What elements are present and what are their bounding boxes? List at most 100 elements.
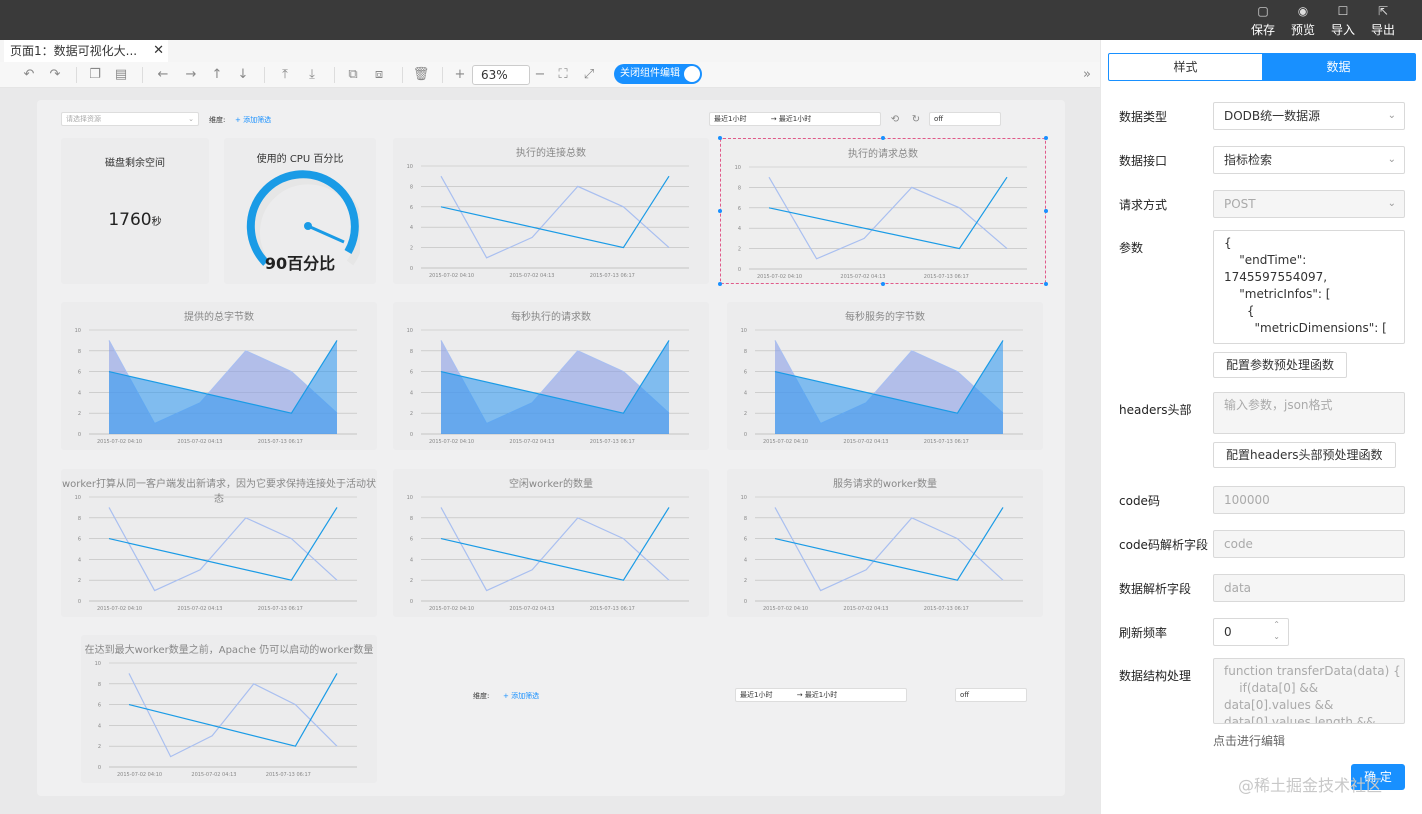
arrow-right-icon[interactable]: → (185, 67, 197, 82)
y-tick-label: 6 (410, 537, 413, 543)
ungroup-icon[interactable]: ⧈ (374, 67, 384, 82)
resize-handle[interactable] (1044, 282, 1048, 286)
save-icon: ▢ (1257, 4, 1269, 18)
preview-button[interactable]: ◉ 预览 (1283, 3, 1323, 39)
params-textarea[interactable]: { "endTime": 1745597554097, "metricInfos… (1213, 230, 1405, 344)
method-select: POST ⌄ (1213, 190, 1405, 218)
resize-handle[interactable] (1044, 136, 1048, 140)
resize-handle[interactable] (881, 282, 885, 286)
params-label: 参数 (1119, 241, 1144, 255)
export-button[interactable]: ⇱ 导出 (1363, 3, 1403, 39)
refresh-icon[interactable]: ⟲ (890, 114, 900, 125)
x-tick-label: 2015-07-13 06:17 (924, 606, 969, 612)
delete-icon[interactable]: 🗑 (412, 67, 430, 82)
chart-card-c3[interactable]: 提供的总字节数 0 2 4 6 8 10 2015-07-02 04:10 2015-07-02… (61, 302, 377, 450)
resize-handle[interactable] (718, 136, 722, 140)
paste-icon[interactable]: ▤ (114, 67, 128, 82)
y-tick-label: 8 (98, 682, 101, 688)
refresh-stepper[interactable]: 0 ⌃ ⌄ (1213, 618, 1289, 646)
y-tick-label: 6 (98, 703, 101, 709)
y-tick-label: 0 (78, 599, 81, 605)
chevron-down-icon: ⌄ (188, 115, 194, 123)
arrow-down-icon[interactable]: ↓ (237, 67, 249, 82)
group-icon[interactable]: ⧉ (348, 67, 358, 82)
refresh-interval-select[interactable]: off (955, 688, 1027, 702)
arrow-left-icon[interactable]: ← (157, 67, 169, 82)
data-type-select[interactable]: DODB统一数据源 ⌄ (1213, 102, 1405, 130)
time-range-picker[interactable]: 最近1小时 → 最近1小时 (735, 688, 907, 702)
api-select[interactable]: 指标检索 ⌄ (1213, 146, 1405, 174)
data-field-input[interactable]: data (1213, 574, 1405, 602)
disk-card[interactable]: 磁盘剩余空间 1760秒 (61, 138, 209, 284)
params-preprocess-button[interactable]: 配置参数预处理函数 (1213, 352, 1348, 378)
component-edit-toggle[interactable]: 关闭组件编辑 (614, 64, 702, 84)
time-range-picker[interactable]: 最近1小时 → 最近1小时 (709, 112, 881, 126)
refresh-label: 刷新频率 (1119, 626, 1168, 640)
y-tick-label: 10 (75, 495, 81, 501)
refresh-interval-select[interactable]: off (929, 112, 1001, 126)
close-icon[interactable]: ✕ (153, 43, 164, 58)
resize-handle[interactable] (881, 136, 885, 140)
y-tick-label: 10 (741, 328, 747, 334)
stepper-arrows-icon[interactable]: ⌃ ⌄ (1273, 620, 1280, 641)
y-tick-label: 10 (75, 328, 81, 334)
chart-card-c4[interactable]: 每秒执行的请求数 0 2 4 6 8 10 2015-07-02 04:10 2015-07-0… (393, 302, 709, 450)
zoom-input[interactable]: 63% (472, 65, 530, 85)
tab-data[interactable]: 数据 (1262, 54, 1415, 80)
card-title: 执行的连接总数 (516, 148, 586, 159)
x-tick-label: 2015-07-02 04:10 (117, 772, 162, 778)
chart-card-c9[interactable]: 在达到最大worker数量之前，Apache 仍可以启动的worker数量 0 2 4… (81, 635, 377, 783)
cpu-card[interactable]: 使用的 CPU 百分比 90百分比 (224, 138, 376, 284)
page-tab-bar: 页面1：数据可视化大... ✕ (0, 40, 1100, 62)
collapse-panel-icon[interactable]: » (1083, 67, 1091, 82)
confirm-button[interactable]: 确 定 (1351, 764, 1405, 790)
import-button[interactable]: ☐ 导入 (1323, 3, 1363, 39)
y-tick-label: 10 (741, 495, 747, 501)
code-input[interactable]: 100000 (1213, 486, 1405, 514)
x-tick-label: 2015-07-02 04:13 (843, 439, 888, 445)
fullscreen-icon[interactable]: ⤢ (583, 67, 595, 82)
x-tick-label: 2015-07-13 06:17 (590, 606, 635, 612)
card-title: 每秒执行的请求数 (511, 312, 591, 323)
struct-code-area[interactable]: function transferData(data) { if(data[0]… (1213, 658, 1405, 724)
add-filter-link[interactable]: + 添加筛选 (503, 692, 540, 700)
x-tick-label: 2015-07-02 04:10 (429, 273, 474, 279)
code-field-input[interactable]: code (1213, 530, 1405, 558)
series-line-0 (440, 175, 670, 259)
fit-screen-icon[interactable]: ⛶ (558, 67, 568, 82)
headers-preprocess-button[interactable]: 配置headers头部预处理函数 (1213, 442, 1396, 468)
tab-style[interactable]: 样式 (1173, 60, 1198, 74)
series-line-0 (108, 507, 338, 592)
save-button[interactable]: ▢ 保存 (1243, 3, 1283, 39)
resize-handle[interactable] (718, 282, 722, 286)
auto-refresh-icon[interactable]: ↻ (911, 114, 921, 125)
arrow-up-icon[interactable]: ↑ (211, 67, 223, 82)
series-line-1 (128, 673, 338, 747)
chart-card-c7[interactable]: 空闲worker的数量 0 2 4 6 8 10 2015-07-02 04:10 2015-0… (393, 469, 709, 617)
redo-icon[interactable]: ↷ (49, 67, 61, 82)
zoom-in-icon[interactable]: + (454, 67, 466, 82)
copy-icon[interactable]: ❐ (89, 67, 101, 82)
y-tick-label: 2 (410, 411, 413, 417)
x-tick-label: 2015-07-13 06:17 (924, 274, 969, 280)
resize-handle[interactable] (1044, 209, 1048, 213)
chart-card-c1[interactable]: 执行的连接总数 0 2 4 6 8 10 2015-07-02 04:10 2015-07-02… (393, 138, 709, 284)
resize-handle[interactable] (718, 209, 722, 213)
chart-card-c6[interactable]: worker打算从同一客户端发出新请求，因为它要求保持连接处于活动状态 0 2 4 6 8… (61, 469, 377, 617)
chart-card-c8[interactable]: 服务请求的worker数量 0 2 4 6 8 10 2015-07-02 04:10 2015… (727, 469, 1043, 617)
series-line-1 (108, 507, 338, 581)
line-chart: 0 2 4 6 8 10 2015-07-02 04:10 2015-07-02 04:13 2… (407, 164, 689, 279)
chevron-down-icon: ⌄ (1387, 198, 1396, 209)
send-to-bottom-icon[interactable]: ⤓ (309, 67, 315, 82)
resource-select[interactable]: 请选择资源 ⌄ (61, 112, 199, 126)
page-tab[interactable]: 页面1：数据可视化大... ✕ (4, 40, 168, 62)
bring-to-top-icon[interactable]: ⤒ (282, 67, 288, 82)
add-filter-link[interactable]: + 添加筛选 (235, 116, 272, 124)
chart-card-c5[interactable]: 每秒服务的字节数 0 2 4 6 8 10 2015-07-02 04:10 2015-07-0… (727, 302, 1043, 450)
zoom-out-icon[interactable]: − (534, 67, 546, 82)
edit-hint[interactable]: 点击进行编辑 (1213, 734, 1286, 748)
y-tick-label: 0 (78, 432, 81, 438)
undo-icon[interactable]: ↶ (23, 67, 35, 82)
chart-card-c2[interactable]: 执行的请求总数 0 2 4 6 8 10 2015-07-02 04:10 2015-07-02… (718, 136, 1048, 286)
headers-textarea[interactable]: 输入参数，json格式 (1213, 392, 1405, 434)
